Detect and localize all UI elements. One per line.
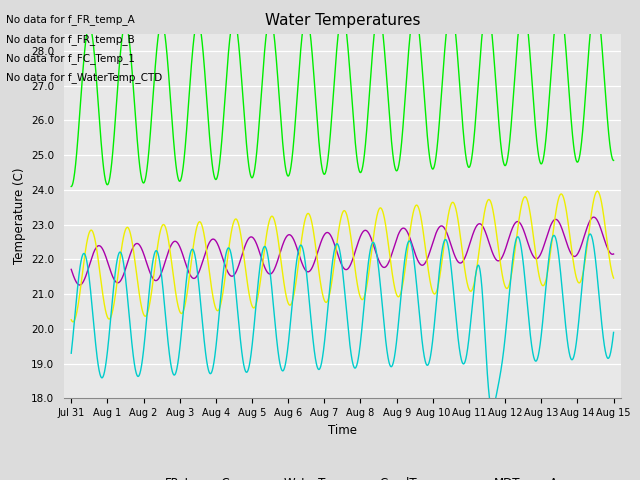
Text: No data for f_WaterTemp_CTD: No data for f_WaterTemp_CTD (6, 72, 163, 83)
Legend: FR_temp_C, WaterT, CondTemp, MDTemp_A: FR_temp_C, WaterT, CondTemp, MDTemp_A (121, 472, 564, 480)
X-axis label: Time: Time (328, 424, 357, 437)
Title: Water Temperatures: Water Temperatures (265, 13, 420, 28)
Text: No data for f_FR_temp_A: No data for f_FR_temp_A (6, 14, 135, 25)
Text: No data for f_FR_temp_B: No data for f_FR_temp_B (6, 34, 135, 45)
Y-axis label: Temperature (C): Temperature (C) (13, 168, 26, 264)
Text: No data for f_FC_Temp_1: No data for f_FC_Temp_1 (6, 53, 135, 64)
